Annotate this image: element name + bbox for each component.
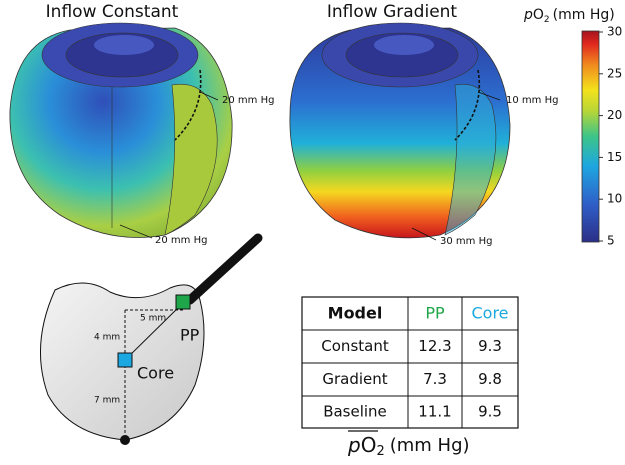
table-cell: 7.3 [423,370,447,388]
colorbar-tick-label: 10 [607,192,622,206]
table-cell: Baseline [323,403,387,421]
colorbar-tick-label: 15 [607,150,622,164]
colorbar-tick-label: 25 [607,66,622,80]
tissue-diagram [40,233,263,445]
annotation: 20 mm Hg [155,235,207,246]
colorbar-tick-label: 5 [607,234,615,248]
annotation: 30 mm Hg [440,236,492,247]
annotation: 20 mm Hg [222,95,274,106]
table-header: Core [471,304,508,323]
dimension: 7 mm [94,396,120,406]
table-cell: Constant [321,337,389,355]
colorbar-ticks: 5 10 15 20 25 30 [599,25,622,248]
colorbar [581,30,600,243]
annotation: 10 mm Hg [506,95,558,106]
colorbar-tick-label: 30 [607,25,622,39]
results-table: Model PP Core Constant 12.3 9.3 Gradient 7.3 9.8… [301,296,519,429]
table-header: PP [425,304,445,323]
table-cell: Gradient [322,370,387,388]
colorbar-label: pO2 (mm Hg) [523,7,615,25]
table-cell: 9.5 [478,403,502,421]
right-model [289,22,511,241]
table-caption: pO2 (mm Hg) [347,430,470,459]
table-cell: 11.1 [418,403,451,421]
table-cell: 9.8 [478,370,502,388]
panel-title: Inflow Constant [46,2,179,22]
label-core: Core [137,364,174,383]
label-pp: PP [180,326,200,345]
table-cell: 12.3 [418,337,451,355]
panel-title: Inflow Gradient [327,2,458,22]
dimension: 4 mm [94,333,120,343]
table-cell: 9.3 [478,337,502,355]
svg-text:pO2(mm Hg): pO2 (mm Hg) [347,433,470,459]
colorbar-tick-label: 20 [607,108,622,122]
dimension: 5 mm [140,314,166,324]
table-header: Model [328,304,383,323]
left-model [9,22,233,239]
